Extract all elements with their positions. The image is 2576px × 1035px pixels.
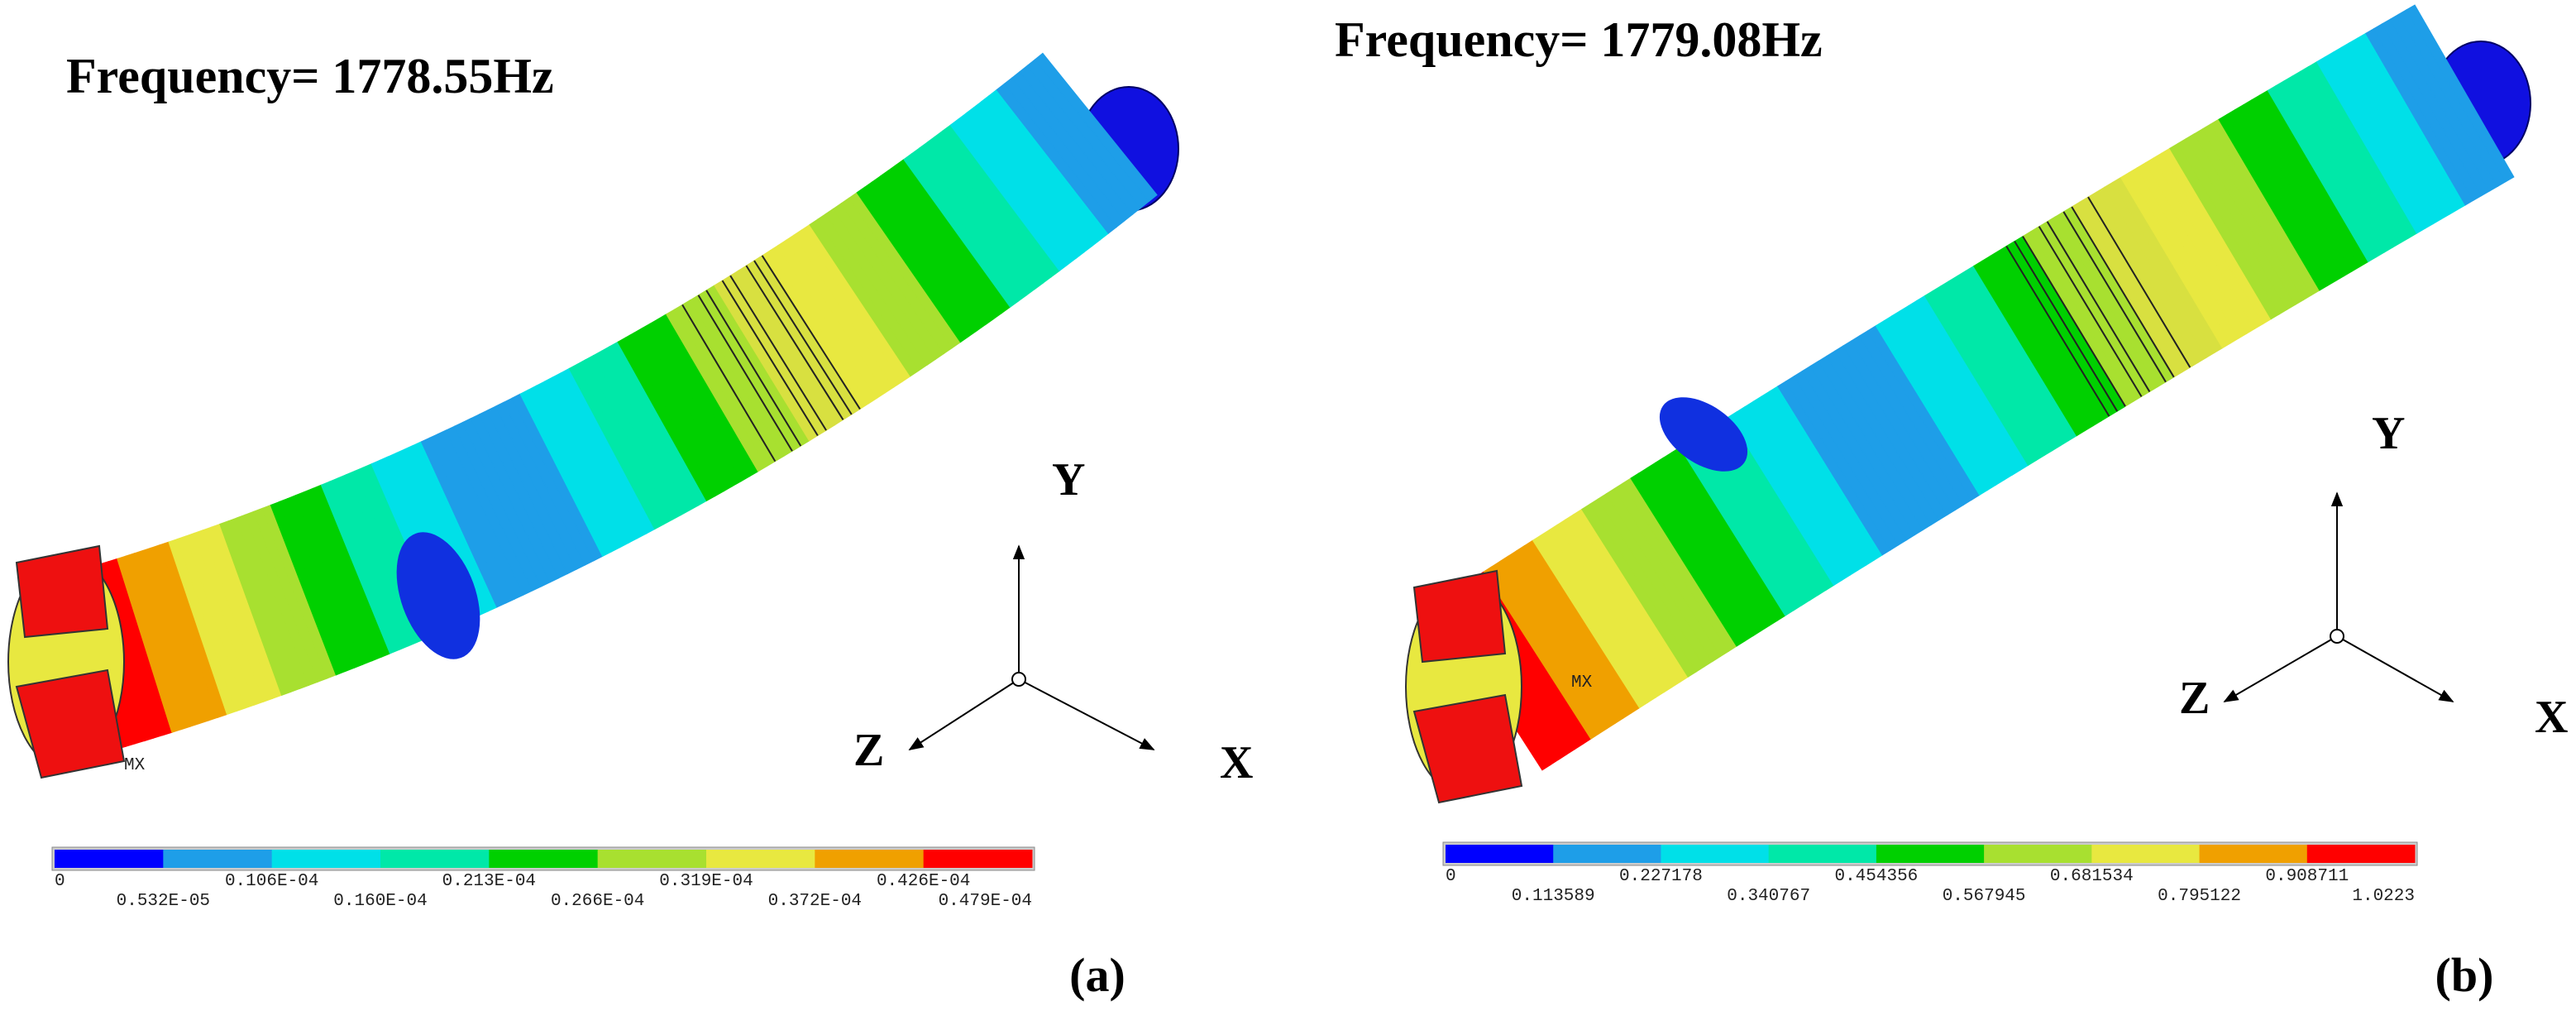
colorbar-label: 0.227178 (1619, 867, 1703, 886)
colorbar-label: 0.319E-04 (659, 872, 753, 891)
axis-label: Y (2372, 408, 2405, 459)
colorbar-swatch (2091, 845, 2201, 863)
tube-segment (1034, 52, 1158, 203)
coil (2022, 236, 2126, 407)
slot-jaw (15, 668, 126, 779)
tube-segment (2406, 4, 2515, 183)
colorbar-label: 1.0223 (2352, 887, 2415, 906)
axis-origin (1011, 672, 1026, 687)
coil (697, 295, 793, 452)
colorbar-swatch (2306, 845, 2416, 863)
axis-label: Y (1052, 454, 1085, 506)
frequency-title: Frequency= 1779.08Hz (1335, 12, 1823, 67)
coil (761, 255, 861, 410)
colorbar-swatch (1768, 845, 1877, 863)
coil (2038, 226, 2143, 397)
coil (2062, 211, 2167, 383)
colorbar-label: 0.340767 (1727, 887, 1810, 906)
coil (2071, 206, 2175, 378)
slot-jaw (1412, 569, 1507, 664)
axis-arrow (908, 678, 1020, 750)
axis-arrow (2223, 635, 2338, 702)
colorbar-label: 0.479E-04 (939, 892, 1032, 911)
coil (2005, 246, 2110, 417)
colorbar-swatch (923, 850, 1033, 868)
axis-label: X (1220, 737, 1253, 788)
colorbar-swatch (489, 850, 599, 868)
colorbar-label: 0.426E-04 (877, 872, 970, 891)
colorbar-swatch (706, 850, 815, 868)
colorbar-label: 0.266E-04 (551, 892, 644, 911)
colorbar-swatch (2199, 845, 2308, 863)
axis-label: Z (2179, 673, 2210, 724)
colorbar-label: 0.113589 (1512, 887, 1595, 906)
colorbar-swatch (380, 850, 490, 868)
coil (729, 275, 827, 431)
colorbar-label: 0.567945 (1943, 887, 2026, 906)
axis-label: X (2535, 692, 2568, 743)
axis-arrow (1018, 678, 1155, 750)
colorbar-label: 0 (1446, 867, 1456, 886)
panel: MX Frequency= 1779.08Hz Y Z X 0 0.227178 0.4543… (1335, 4, 2568, 1002)
colorbar-label: 0.681534 (2050, 867, 2134, 886)
colorbar-swatch (163, 850, 273, 868)
colorbar-label: 0.532E-05 (117, 892, 210, 911)
caption: (b) (2435, 948, 2494, 1002)
colorbar-swatch (271, 850, 381, 868)
axis-origin (2330, 629, 2344, 644)
slot-jaw (15, 544, 109, 639)
colorbar-label: 0.372E-04 (768, 892, 862, 911)
colorbar-label: 0 (55, 872, 65, 891)
axis-label: Z (853, 725, 884, 776)
max-marker: MX (1571, 673, 1593, 692)
colorbar-label: 0.160E-04 (333, 892, 427, 911)
coil (745, 265, 844, 420)
panel: MX Frequency= 1778.55Hz Y Z X 0 0.106E-04 0.213… (7, 49, 1253, 1002)
min-spot (1659, 397, 1748, 472)
slot-jaw (1412, 693, 1523, 804)
coil (705, 290, 802, 447)
coil (2014, 241, 2119, 412)
colorbar-swatch (597, 850, 707, 868)
colorbar-swatch (815, 850, 925, 868)
frequency-title: Frequency= 1778.55Hz (66, 49, 554, 103)
colorbar-label: 0.106E-04 (225, 872, 318, 891)
coil (721, 280, 819, 437)
coil (2087, 196, 2191, 368)
colorbar-swatch (55, 850, 164, 868)
colorbar-swatch (1984, 845, 2092, 863)
colorbar-label: 0.908711 (2265, 867, 2349, 886)
coil (753, 260, 853, 415)
colorbar-label: 0.795122 (2158, 887, 2241, 906)
coil (681, 304, 777, 462)
colorbar-label: 0.454356 (1834, 867, 1918, 886)
max-marker: MX (124, 756, 146, 775)
min-spot (396, 532, 480, 659)
colorbar-swatch (1661, 845, 1770, 863)
colorbar-swatch (1446, 845, 1554, 863)
caption: (a) (1069, 948, 1126, 1002)
colorbar-label: 0.213E-04 (442, 872, 536, 891)
colorbar-swatch (1553, 845, 1661, 863)
colorbar-swatch (1876, 845, 1985, 863)
axis-arrow (2336, 635, 2454, 702)
coil (2046, 221, 2151, 392)
